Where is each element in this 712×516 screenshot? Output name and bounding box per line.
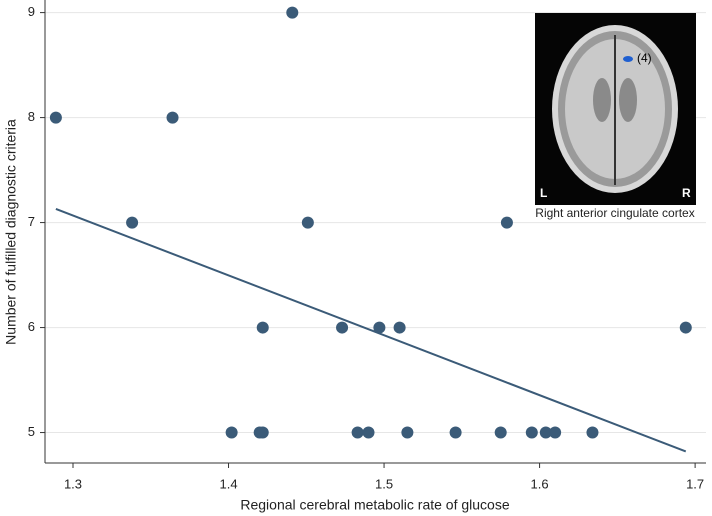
data-point <box>679 321 692 334</box>
data-point <box>393 321 406 334</box>
data-point <box>301 216 314 229</box>
data-point <box>49 111 62 124</box>
y-tick-label: 6 <box>28 319 35 334</box>
x-tick-label: 1.6 <box>531 476 549 491</box>
thalamus <box>593 78 611 122</box>
data-point <box>336 321 349 334</box>
y-tick-label: 7 <box>28 214 35 229</box>
data-point <box>256 426 269 439</box>
data-point <box>225 426 238 439</box>
y-axis-title: Number of fulfilled diagnostic criteria <box>3 119 19 345</box>
data-point <box>362 426 375 439</box>
x-axis-title: Regional cerebral metabolic rate of gluc… <box>240 497 509 513</box>
data-point <box>166 111 179 124</box>
brain-inset: (4) L R Right anterior cingulate cortex <box>535 13 696 220</box>
x-tick-label: 1.3 <box>64 476 82 491</box>
data-point <box>351 426 364 439</box>
y-tick-label: 9 <box>28 4 35 19</box>
right-label: R <box>682 186 691 200</box>
activation-cluster <box>623 56 633 62</box>
data-point <box>500 216 513 229</box>
x-tick-label: 1.4 <box>219 476 237 491</box>
data-point <box>126 216 139 229</box>
data-point <box>256 321 269 334</box>
x-tick-label: 1.5 <box>375 476 393 491</box>
x-tick-label: 1.7 <box>686 476 704 491</box>
data-point <box>494 426 507 439</box>
y-tick-label: 5 <box>28 424 35 439</box>
data-point <box>373 321 386 334</box>
data-point <box>586 426 599 439</box>
data-point <box>286 6 299 19</box>
left-label: L <box>540 186 547 200</box>
data-point <box>449 426 462 439</box>
cluster-label: (4) <box>637 51 652 65</box>
data-point <box>525 426 538 439</box>
y-tick-label: 8 <box>28 109 35 124</box>
fit-line <box>55 207 687 453</box>
data-point <box>401 426 414 439</box>
data-point <box>539 426 552 439</box>
inset-caption: Right anterior cingulate cortex <box>535 206 694 220</box>
data-point <box>549 426 562 439</box>
thalamus <box>619 78 637 122</box>
